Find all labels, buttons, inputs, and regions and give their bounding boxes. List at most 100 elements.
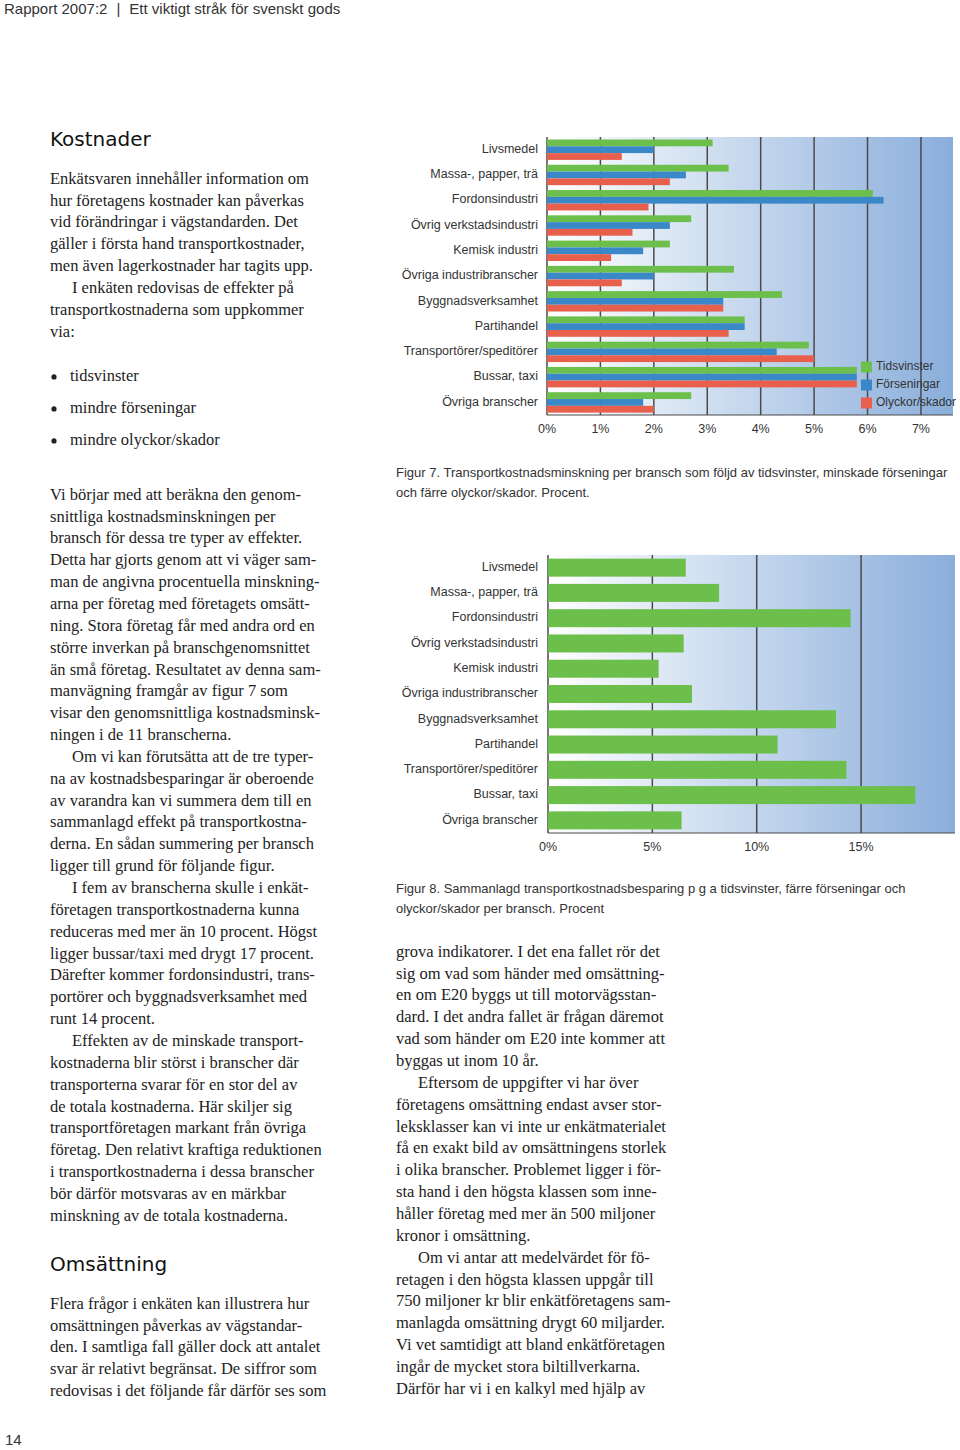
bar bbox=[547, 348, 777, 355]
category-label: Övrig verkstadsindustri bbox=[411, 218, 538, 232]
tick-label: 5% bbox=[643, 840, 661, 854]
tick-label: 3% bbox=[698, 422, 716, 436]
bar bbox=[548, 811, 682, 829]
tick-label: 4% bbox=[752, 422, 770, 436]
body-line: svar är relativt begränsat. De siffror s… bbox=[50, 1359, 317, 1378]
body-line: håller företag med mer än 500 miljoner bbox=[396, 1204, 656, 1223]
body-line: de totala kostnaderna. Här skiljer sig bbox=[50, 1097, 292, 1116]
bar bbox=[547, 298, 723, 305]
body-line: kronor i omsättning. bbox=[396, 1226, 530, 1245]
category-label: Byggnadsverksamhet bbox=[418, 294, 539, 308]
tick-label: 2% bbox=[645, 422, 663, 436]
header-report: Rapport 2007:2 bbox=[4, 0, 107, 17]
chart: LivsmedelMassa-, papper, träFordonsindus… bbox=[396, 555, 955, 916]
bar bbox=[547, 330, 729, 337]
body-line: manvägning framgår av figur 7 som bbox=[50, 681, 288, 700]
body-line: Flera frågor i enkäten kan illustrera hu… bbox=[50, 1294, 310, 1313]
body-line: bransch för dessa tre typer av effekter. bbox=[50, 528, 302, 547]
figure-caption: olyckor/skador per bransch. Procent bbox=[396, 901, 604, 916]
category-label: Bussar, taxi bbox=[473, 369, 538, 383]
tick-label: 10% bbox=[744, 840, 769, 854]
page: { "header": {"report": "Rapport 2007:2",… bbox=[0, 0, 960, 1450]
body-line: men även lagerkostnader har tagits upp. bbox=[50, 256, 313, 275]
body-line: grova indikatorer. I det ena fallet rör … bbox=[396, 942, 660, 961]
body-line: via: bbox=[50, 322, 75, 341]
body-line: Om vi kan förutsätta att de tre typer- bbox=[72, 747, 313, 766]
bar bbox=[547, 172, 686, 179]
category-label: Partihandel bbox=[475, 319, 538, 333]
body-line: Detta har gjorts genom att vi väger sam- bbox=[50, 550, 316, 569]
body-line: derna. En sådan summering per bransch bbox=[50, 834, 315, 853]
tick-label: 5% bbox=[805, 422, 823, 436]
legend-swatch bbox=[861, 380, 872, 391]
body-line: Effekten av de minskade transport- bbox=[72, 1031, 304, 1050]
category-label: Fordonsindustri bbox=[452, 610, 538, 624]
body-line: ningen i de 11 branscherna. bbox=[50, 725, 231, 744]
bar bbox=[547, 279, 622, 286]
category-label: Livsmedel bbox=[482, 560, 538, 574]
tick-label: 1% bbox=[591, 422, 609, 436]
bar bbox=[547, 222, 670, 229]
category-label: Massa-, papper, trä bbox=[430, 167, 538, 181]
body-line: man de angivna procentuella minskning- bbox=[50, 572, 319, 591]
category-label: Kemisk industri bbox=[453, 243, 538, 257]
body-line: företagens omsättning endast avser stor- bbox=[396, 1095, 661, 1114]
axis-line bbox=[548, 833, 955, 834]
bullet-text: tidsvinster bbox=[70, 366, 139, 385]
bar bbox=[547, 140, 713, 147]
bar bbox=[548, 736, 778, 754]
bar bbox=[547, 247, 643, 254]
bar bbox=[547, 367, 857, 374]
bar bbox=[547, 153, 622, 160]
legend-swatch bbox=[861, 362, 872, 373]
legend-label: Olyckor/skador bbox=[876, 395, 956, 409]
category-label: Övriga industribranscher bbox=[402, 686, 538, 700]
bar bbox=[547, 406, 654, 413]
bullet-dot bbox=[51, 406, 56, 411]
body-line: den. I samtliga fall gäller dock att ant… bbox=[50, 1337, 321, 1356]
category-label: Transportörer/speditörer bbox=[404, 762, 538, 776]
bar bbox=[547, 197, 884, 204]
body-line: transporterna svarar för en stor del av bbox=[50, 1075, 298, 1094]
page-canvas: Rapport 2007:2|Ett viktigt stråk för sve… bbox=[0, 0, 960, 1450]
text-column: Kostnader Enkätsvaren innehåller informat… bbox=[50, 127, 326, 1401]
body-line: Därefter kommer fordonsindustri, trans- bbox=[50, 965, 315, 984]
tick-label: 15% bbox=[849, 840, 874, 854]
body-line: omsättningen påverkas av vägstandar- bbox=[50, 1316, 302, 1335]
text-column: grova indikatorer. I det ena fallet rör … bbox=[396, 942, 670, 1398]
category-label: Övriga industribranscher bbox=[402, 268, 538, 282]
bars bbox=[547, 140, 884, 413]
body-line: Enkätsvaren innehåller information om bbox=[50, 169, 309, 188]
body-line: portörer och byggnadsverksamhet med bbox=[50, 987, 308, 1006]
bar bbox=[548, 786, 915, 804]
category-label: Kemisk industri bbox=[453, 661, 538, 675]
section-heading: Kostnader bbox=[50, 127, 152, 151]
bullet-text: mindre olyckor/skador bbox=[70, 430, 220, 449]
body-line: manlagda omsättning drygt 60 miljarder. bbox=[396, 1313, 665, 1332]
body-line: större inverkan på branschgenomsnittet bbox=[50, 638, 310, 657]
bar bbox=[547, 190, 873, 197]
bullet-dot bbox=[51, 438, 56, 443]
body-line: företag. Den relativt kraftiga reduktion… bbox=[50, 1140, 322, 1159]
body-line: bör därför motsvaras av en märkbar bbox=[50, 1184, 286, 1203]
body-line: i transportkostnaderna i dessa branscher bbox=[50, 1162, 314, 1181]
figure-caption: Figur 8. Sammanlagd transportkostnadsbes… bbox=[396, 881, 905, 896]
bar bbox=[547, 229, 632, 236]
body-line: redovisas i det följande får därför ses … bbox=[50, 1381, 326, 1400]
tick-label: 6% bbox=[858, 422, 876, 436]
category-label: Övrig verkstadsindustri bbox=[411, 636, 538, 650]
body-line: Vi börjar med att beräkna den genom- bbox=[50, 485, 301, 504]
bar bbox=[547, 399, 643, 406]
bar bbox=[547, 392, 691, 399]
body-line: gäller i första hand transportkostnader, bbox=[50, 234, 305, 253]
body-line: av varandra kan vi summera dem till en bbox=[50, 791, 312, 810]
body-line: sta hand i den högsta klassen som inne- bbox=[396, 1182, 657, 1201]
body-line: I enkäten redovisas de effekter på bbox=[72, 278, 295, 297]
bar bbox=[547, 178, 670, 185]
body-line: ligger till grund för följande figur. bbox=[50, 856, 275, 875]
body-line: leksklasser kan vi inte ur enkätmaterial… bbox=[396, 1117, 666, 1136]
category-label: Fordonsindustri bbox=[452, 192, 538, 206]
bar bbox=[547, 146, 654, 153]
bar bbox=[547, 316, 745, 323]
chart: LivsmedelMassa-, papper, träFordonsindus… bbox=[396, 137, 956, 500]
